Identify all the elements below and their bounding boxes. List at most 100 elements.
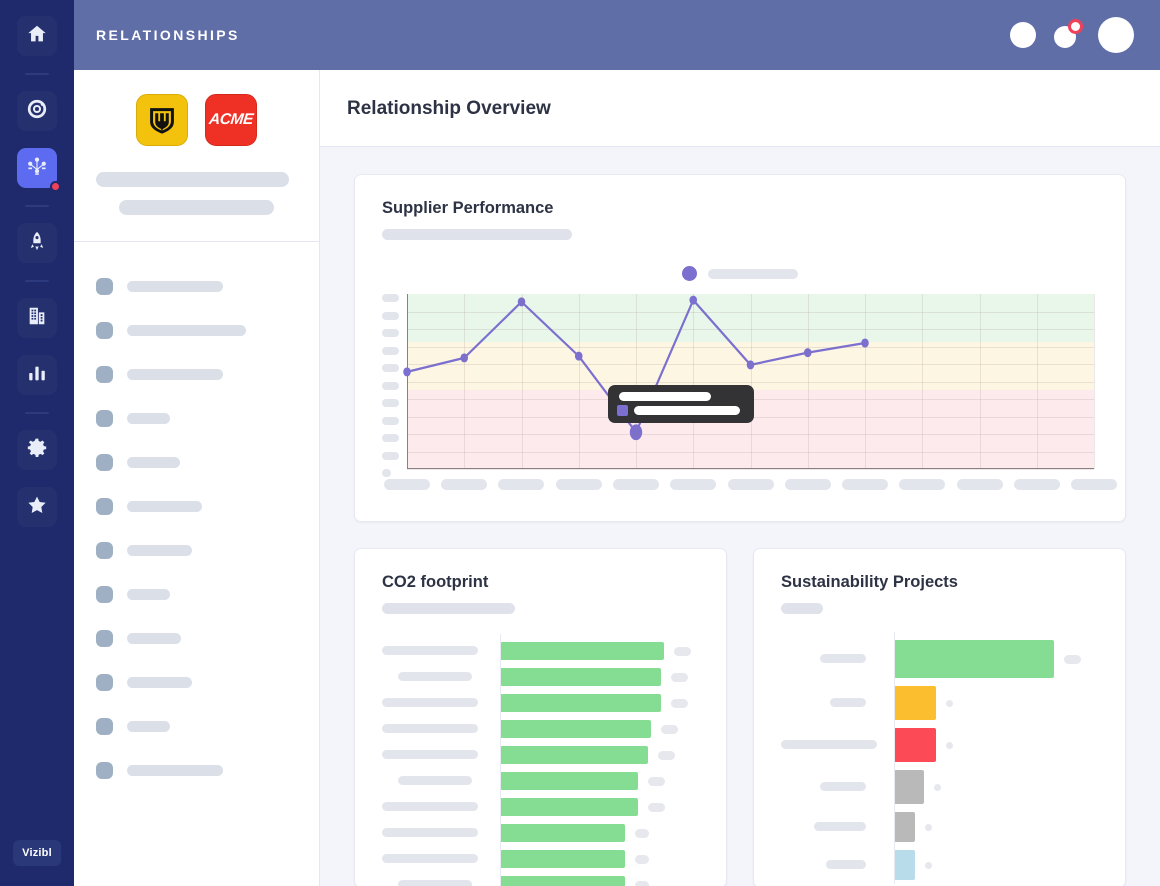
sidebar-item-goals[interactable]	[17, 91, 57, 131]
list-item-avatar	[96, 409, 113, 427]
target-icon	[26, 98, 48, 125]
w-shield-glyph	[150, 108, 174, 134]
y-tick-label	[382, 311, 399, 320]
bar-row	[382, 820, 700, 846]
y-tick-label	[382, 329, 399, 337]
bar-label	[382, 694, 486, 712]
series-point[interactable]	[746, 360, 755, 370]
top-bar: RELATIONSHIPS	[74, 0, 1160, 70]
bar[interactable]	[500, 642, 664, 660]
series-point[interactable]	[403, 367, 411, 377]
building-icon	[26, 305, 48, 332]
bar-value-placeholder	[660, 724, 678, 734]
bar-label	[382, 772, 486, 790]
list-item-avatar	[96, 761, 113, 779]
tooltip-value-placeholder	[634, 406, 740, 415]
help-circle-icon[interactable]	[1010, 22, 1036, 48]
bar[interactable]	[894, 728, 936, 762]
sidebar-item-companies[interactable]	[17, 298, 57, 338]
series-point[interactable]	[629, 424, 643, 441]
bar[interactable]	[894, 850, 915, 880]
series-point[interactable]	[574, 351, 583, 361]
sidebar-item-home[interactable]	[17, 16, 57, 56]
page-title: Relationship Overview	[347, 98, 551, 119]
bar[interactable]	[500, 746, 648, 764]
bar-row	[781, 724, 1099, 766]
bar-value-placeholder	[924, 823, 932, 831]
tooltip-title-placeholder	[619, 392, 711, 401]
main-area: ACME Relationship Overview Supplier Perf…	[74, 70, 1160, 886]
bar[interactable]	[894, 812, 915, 842]
bar[interactable]	[894, 770, 925, 804]
list-item-avatar	[96, 497, 113, 515]
bar[interactable]	[894, 686, 936, 720]
notification-bell-icon[interactable]	[1054, 19, 1083, 48]
chart-plot-area	[382, 294, 1099, 477]
sustainability-projects-card: Sustainability Projects	[753, 548, 1126, 886]
co2-axis-line	[500, 634, 501, 886]
series-point[interactable]	[517, 297, 526, 307]
y-tick-label	[382, 294, 399, 302]
x-tick-label	[384, 479, 430, 490]
series-point[interactable]	[861, 338, 869, 348]
sidebar-item-favourites[interactable]	[17, 487, 57, 527]
bar-label-placeholder	[382, 646, 478, 655]
gridline-vertical	[865, 294, 866, 469]
list-item[interactable]	[74, 264, 319, 308]
bar[interactable]	[500, 720, 651, 738]
list-item[interactable]	[74, 352, 319, 396]
list-item[interactable]	[74, 616, 319, 660]
bar-label-placeholder	[398, 672, 472, 681]
list-item[interactable]	[74, 440, 319, 484]
list-item[interactable]	[74, 484, 319, 528]
chart-tooltip	[608, 385, 754, 423]
content-scroll[interactable]: Supplier Performance	[320, 147, 1160, 886]
list-item[interactable]	[74, 660, 319, 704]
list-item[interactable]	[74, 748, 319, 792]
bar[interactable]	[500, 850, 625, 868]
sustainability-projects-title: Sustainability Projects	[781, 573, 958, 591]
gridline-horizontal	[407, 311, 1094, 313]
list-item[interactable]	[74, 396, 319, 440]
x-tick-label	[441, 479, 488, 490]
list-item[interactable]	[74, 308, 319, 352]
gridline-vertical	[693, 294, 695, 469]
series-point[interactable]	[689, 295, 698, 305]
bar[interactable]	[500, 876, 625, 886]
line-series	[407, 295, 1094, 441]
bar-label	[781, 650, 880, 668]
bar[interactable]	[500, 798, 638, 816]
list-item-label-placeholder	[127, 280, 223, 292]
series-point[interactable]	[803, 348, 812, 358]
content-header: Relationship Overview	[320, 70, 1160, 147]
list-item[interactable]	[74, 704, 319, 748]
bar-label-placeholder	[820, 654, 866, 663]
bar[interactable]	[500, 694, 661, 712]
bar-label-placeholder	[382, 750, 478, 759]
sidebar-item-settings[interactable]	[17, 430, 57, 470]
sidebar-item-relationships[interactable]	[17, 148, 61, 192]
bar[interactable]	[500, 772, 638, 790]
topbar-actions	[1010, 17, 1134, 53]
bar[interactable]	[894, 640, 1054, 678]
bar-value-placeholder	[670, 698, 688, 708]
bar-value-placeholder	[647, 776, 665, 786]
list-item-label-placeholder	[127, 324, 246, 336]
sidebar-item-analytics[interactable]	[17, 355, 57, 395]
list-item-label-placeholder	[127, 500, 202, 512]
supplier-performance-card: Supplier Performance	[354, 174, 1126, 522]
list-item-avatar	[96, 365, 113, 383]
co2-bar-chart	[382, 634, 700, 886]
list-item[interactable]	[74, 572, 319, 616]
x-tick-label	[956, 479, 1003, 490]
bar[interactable]	[500, 824, 625, 842]
supplier-performance-subtitle-placeholder	[382, 229, 572, 240]
x-tick-label	[555, 479, 602, 490]
avatar[interactable]	[1098, 17, 1134, 53]
series-point[interactable]	[460, 353, 469, 363]
sidebar-item-initiatives[interactable]	[17, 223, 57, 263]
bottom-card-row: CO2 footprint Sustainability Projects	[354, 548, 1126, 886]
gridline-vertical	[979, 294, 981, 469]
bar[interactable]	[500, 668, 661, 686]
list-item[interactable]	[74, 528, 319, 572]
